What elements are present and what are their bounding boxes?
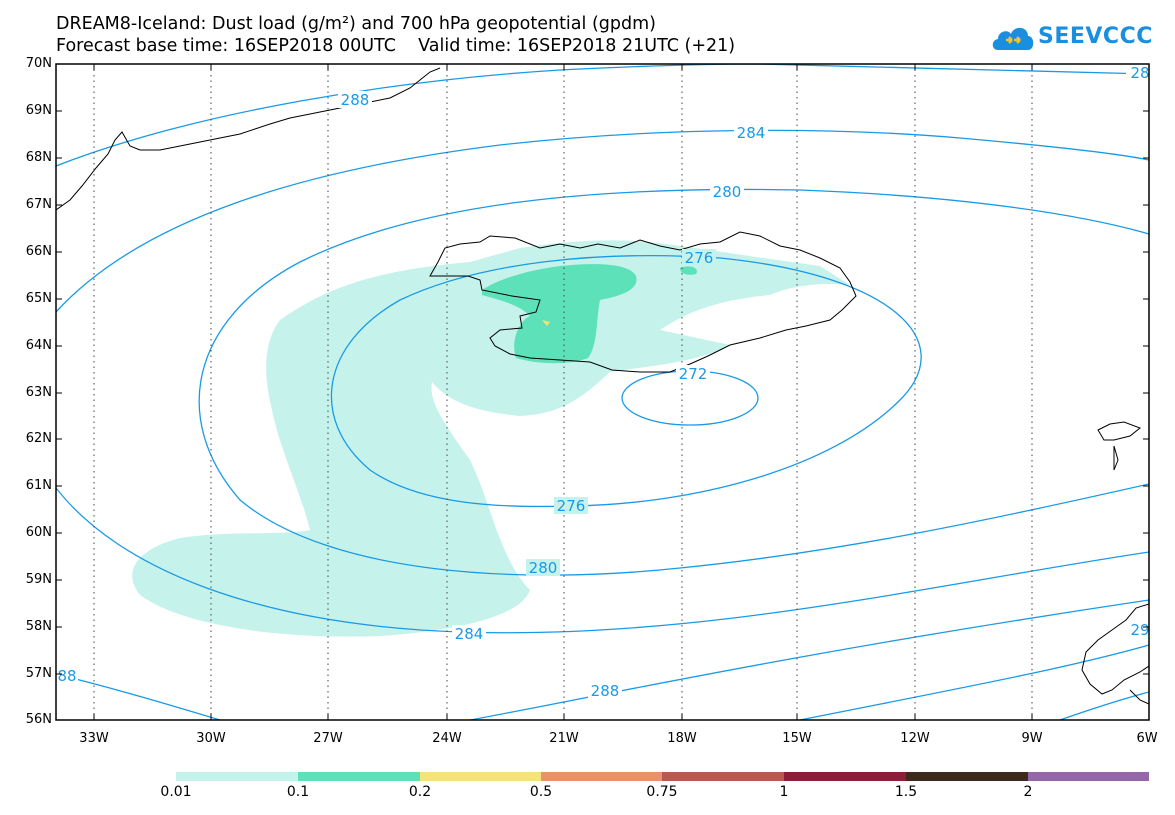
chart-title: DREAM8-Iceland: Dust load (g/m²) and 700… (56, 14, 656, 34)
colorbar-label: 1 (779, 784, 789, 800)
contour-label: 272 (679, 365, 708, 383)
colorbar-segment (906, 772, 1028, 781)
iceland-coast (429, 231, 857, 373)
colorbar-label: 2 (1023, 784, 1033, 800)
contour-288-top (56, 64, 1149, 167)
lat-label: 59N (25, 572, 52, 587)
contour-label: 280 (713, 183, 742, 201)
colorbar-label: 0.01 (160, 784, 192, 800)
scotland-coast (1081, 603, 1149, 705)
lat-label: 69N (25, 103, 52, 118)
colorbar-label: 0.75 (646, 784, 678, 800)
contour-284-bottom (56, 487, 1149, 634)
dust-area-mid-2 (680, 266, 697, 275)
contour-label: 276 (557, 497, 586, 515)
contour-label: 280 (529, 559, 558, 577)
colorbar-label: 0.5 (529, 784, 553, 800)
colorbar-label: 1.5 (894, 784, 918, 800)
colorbar-label: 0.1 (286, 784, 310, 800)
dust-area-mid (482, 264, 637, 364)
contour-label: 28 (1130, 64, 1149, 82)
lat-label: 66N (25, 244, 52, 259)
lat-label: 61N (25, 478, 52, 493)
lat-label: 65N (25, 291, 52, 306)
lat-label: 68N (25, 150, 52, 165)
lat-label: 64N (25, 338, 52, 353)
lon-label: 15W (782, 731, 812, 746)
dust-area-high (542, 320, 550, 326)
colorbar (176, 772, 1149, 781)
colorbar-segment (541, 772, 662, 781)
cloud-logo-icon (992, 27, 1034, 50)
lat-label: 56N (25, 712, 52, 727)
lon-label: 12W (900, 731, 930, 746)
lon-label: 21W (549, 731, 579, 746)
colorbar-segment (298, 772, 420, 781)
seevccc-logo: SEEVCCC (990, 20, 1160, 60)
contour-label: 29 (1130, 621, 1149, 639)
colorbar-segment (1028, 772, 1149, 781)
lon-label: 9W (1021, 731, 1043, 746)
contour-label: 288 (591, 682, 620, 700)
contour-284-top (56, 129, 1149, 313)
contour-label: 288 (341, 91, 370, 109)
contour-bottom-right (799, 644, 1149, 720)
contour-label: 284 (455, 625, 484, 643)
dust-area-low (132, 240, 850, 637)
lat-label: 57N (25, 666, 52, 681)
lat-label: 62N (25, 431, 52, 446)
lat-label: 63N (25, 385, 52, 400)
faroe-coast (1097, 421, 1141, 471)
lat-label: 67N (25, 197, 52, 212)
colorbar-segment (176, 772, 298, 781)
lon-label: 30W (196, 731, 226, 746)
contour-label: 284 (737, 124, 766, 142)
lat-label: 58N (25, 619, 52, 634)
greenland-coast (56, 67, 441, 211)
lon-label: 33W (79, 731, 109, 746)
lat-label: 60N (25, 525, 52, 540)
lat-label: 70N (25, 56, 52, 71)
contour-280-ring (198, 188, 1149, 576)
lon-label: 18W (667, 731, 697, 746)
colorbar-segment (784, 772, 906, 781)
colorbar-segment (662, 772, 784, 781)
lon-label: 27W (313, 731, 343, 746)
contour-label: 88 (57, 667, 76, 685)
colorbar-segment (420, 772, 541, 781)
colorbar-label: 0.2 (408, 784, 432, 800)
contour-288-bottom (59, 599, 1149, 720)
forecast-times: Forecast base time: 16SEP2018 00UTC Vali… (56, 36, 736, 56)
contour-label: 276 (685, 249, 714, 267)
logo-text: SEEVCCC (1038, 24, 1153, 49)
lon-label: 24W (432, 731, 462, 746)
contour-276-ring (330, 255, 922, 508)
lon-label: 6W (1136, 731, 1158, 746)
